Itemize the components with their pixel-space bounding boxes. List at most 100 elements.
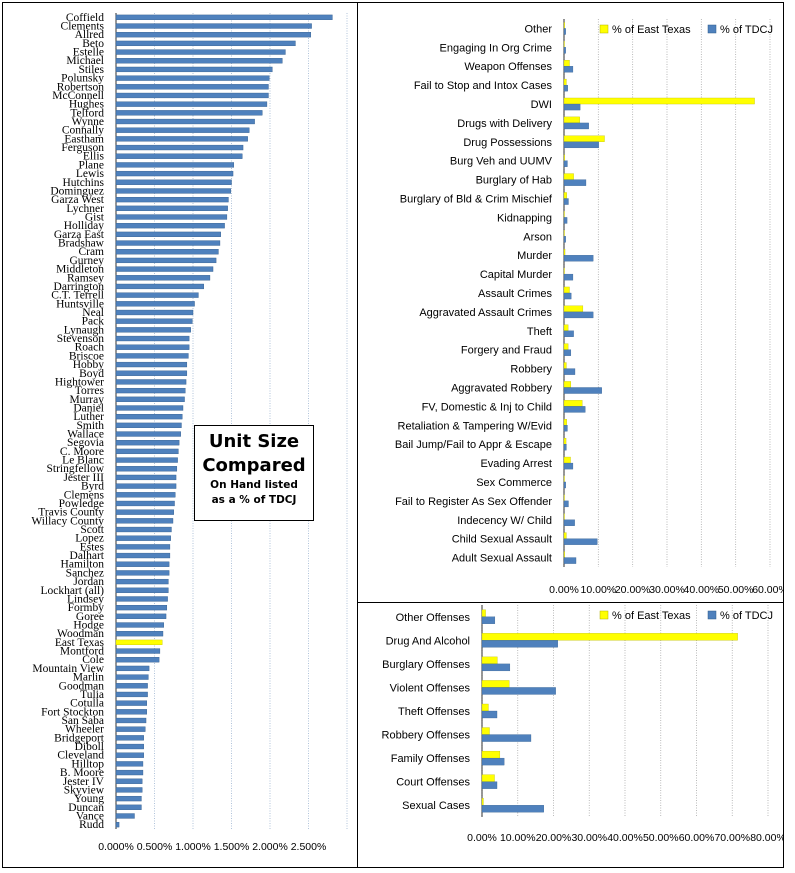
category-label-allred: Allred — [75, 29, 105, 41]
category-label-burglary-of-bld-crim-mischief: Burglary of Bld & Crim Mischief — [400, 194, 553, 206]
category-label-le-blanc: Le Blanc — [62, 455, 104, 467]
bar-lindsey — [115, 596, 168, 602]
bar-middleton — [115, 266, 214, 272]
x-tick-label: 0.000% — [98, 841, 134, 853]
bar-east-texas-burg-veh-and-uumv — [563, 154, 565, 161]
bar-estelle — [115, 49, 286, 55]
bar-hutchins — [115, 179, 232, 185]
x-tick-label: 10.00% — [581, 584, 617, 596]
annotation-subtitle-line2: as a % of TDCJ — [211, 494, 297, 506]
legend-label-tdcj: % of TDCJ — [720, 610, 773, 622]
category-label-briscoe: Briscoe — [69, 350, 104, 362]
category-label-fail-to-stop-and-intox-cases: Fail to Stop and Intox Cases — [414, 80, 553, 92]
category-label-indecency-w-child: Indecency W/ Child — [457, 515, 552, 527]
bar-ferguson — [115, 144, 244, 151]
x-tick-label: 10.00% — [500, 832, 536, 844]
category-label-montford: Montford — [60, 646, 104, 658]
category-label-luther: Luther — [73, 411, 104, 423]
x-tick-label: 40.00% — [684, 584, 720, 596]
category-label-dwi: DWI — [531, 99, 552, 111]
bar-formby — [115, 605, 168, 611]
category-label-travis-county: Travis County — [38, 507, 104, 519]
bar-mcconnell — [115, 92, 269, 99]
bar-hughes — [115, 101, 268, 107]
bar-allred — [115, 32, 312, 38]
category-label-c-t-terrell: C.T. Terrell — [51, 290, 104, 302]
category-label-weapon-offenses: Weapon Offenses — [464, 61, 552, 73]
category-label-hobby: Hobby — [73, 359, 105, 371]
bar-cotulla — [115, 700, 147, 706]
category-label-cleveland: Cleveland — [57, 750, 104, 762]
x-tick-label: 30.00% — [649, 584, 685, 596]
bar-east-texas — [115, 639, 163, 645]
bar-michael — [115, 58, 283, 64]
bar-connally — [115, 127, 250, 133]
category-label-dominguez: Dominguez — [50, 185, 104, 197]
bar-cram — [115, 249, 219, 255]
bar-clements — [115, 23, 312, 29]
category-label-assault-crimes: Assault Crimes — [478, 288, 552, 300]
bar-tdcj-aggravated-robbery — [563, 387, 602, 394]
bar-b-moore — [115, 769, 144, 776]
bar-east-texas-forgery-and-fraud — [563, 343, 569, 350]
category-label-goree: Goree — [76, 611, 104, 623]
bar-east-texas-other — [563, 22, 565, 29]
bar-rudd — [115, 822, 120, 828]
bar-tdcj-arson — [563, 236, 566, 243]
bar-east-texas-indecency-w-child — [563, 513, 565, 520]
category-label-daniel: Daniel — [73, 402, 104, 414]
category-label-powledge: Powledge — [59, 498, 104, 510]
category-label-connally: Connally — [62, 125, 104, 137]
bar-lynaugh — [115, 327, 191, 333]
bar-east-texas-drugs-with-delivery — [563, 116, 580, 124]
category-label-sanchez: Sanchez — [66, 567, 104, 579]
x-tick-label: 0.00% — [549, 584, 579, 596]
offense-category-chart-svg: Other Offenses Drug And Alcohol Burglary O… — [382, 605, 783, 844]
bar-marlin — [115, 674, 149, 680]
bar-tdcj-burglary-offenses — [481, 663, 511, 672]
category-label-c-moore: C. Moore — [60, 446, 104, 458]
category-label-gurney: Gurney — [70, 255, 105, 267]
bar-tdcj-drugs-with-delivery — [563, 122, 589, 130]
category-label-drug-possessions: Drug Possessions — [463, 137, 552, 149]
category-label-darrington: Darrington — [54, 281, 105, 293]
category-label-sex-commerce: Sex Commerce — [476, 477, 552, 489]
category-label-ferguson: Ferguson — [61, 142, 104, 154]
bar-diboll — [115, 743, 144, 750]
category-label-dalhart: Dalhart — [70, 550, 105, 562]
legend-label-east-texas: % of East Texas — [612, 24, 691, 36]
category-label-young: Young — [74, 793, 104, 805]
category-label-wheeler: Wheeler — [65, 724, 104, 736]
category-label-wynne: Wynne — [71, 116, 104, 128]
category-label-lynaugh: Lynaugh — [64, 324, 104, 336]
category-label-segovia: Segovia — [67, 437, 104, 449]
bar-dalhart — [115, 552, 171, 559]
category-label-murder: Murder — [517, 250, 552, 262]
bar-mountain-view — [115, 665, 150, 672]
category-label-retaliation-tampering-w-evid: Retaliation & Tampering W/Evid — [398, 420, 552, 432]
category-label-lockhart-all: Lockhart (all) — [40, 585, 104, 597]
bar-east-texas-theft — [563, 324, 569, 331]
bar-bridgeport — [115, 735, 144, 741]
bar-east-texas-burglary-of-bld-crim-mischief — [563, 192, 567, 199]
bar-east-texas-theft-offenses — [481, 703, 489, 712]
category-label-sexual-cases: Sexual Cases — [402, 800, 470, 812]
bar-le-blanc — [115, 457, 178, 463]
category-label-lopez: Lopez — [75, 533, 104, 545]
bar-east-texas-burglary-offenses — [481, 656, 498, 665]
category-label-hamilton: Hamilton — [61, 559, 105, 571]
category-label-burglary-of-hab: Burglary of Hab — [476, 175, 552, 187]
bar-fort-stockton — [115, 709, 147, 715]
category-label-ellis: Ellis — [83, 151, 105, 163]
category-label-gist: Gist — [85, 212, 105, 224]
bar-tdcj-indecency-w-child — [563, 519, 575, 526]
bar-east-texas-violent-offenses — [481, 680, 510, 688]
bar-tdcj-fail-to-stop-and-intox-cases — [563, 84, 568, 92]
bar-telford — [115, 110, 263, 116]
bar-east-texas-assault-crimes — [563, 286, 570, 294]
category-label-theft: Theft — [527, 326, 552, 338]
category-label-court-offenses: Court Offenses — [396, 777, 470, 789]
bar-gurney — [115, 257, 217, 264]
bar-wheeler — [115, 726, 146, 732]
category-label-ramsey: Ramsey — [67, 272, 104, 284]
